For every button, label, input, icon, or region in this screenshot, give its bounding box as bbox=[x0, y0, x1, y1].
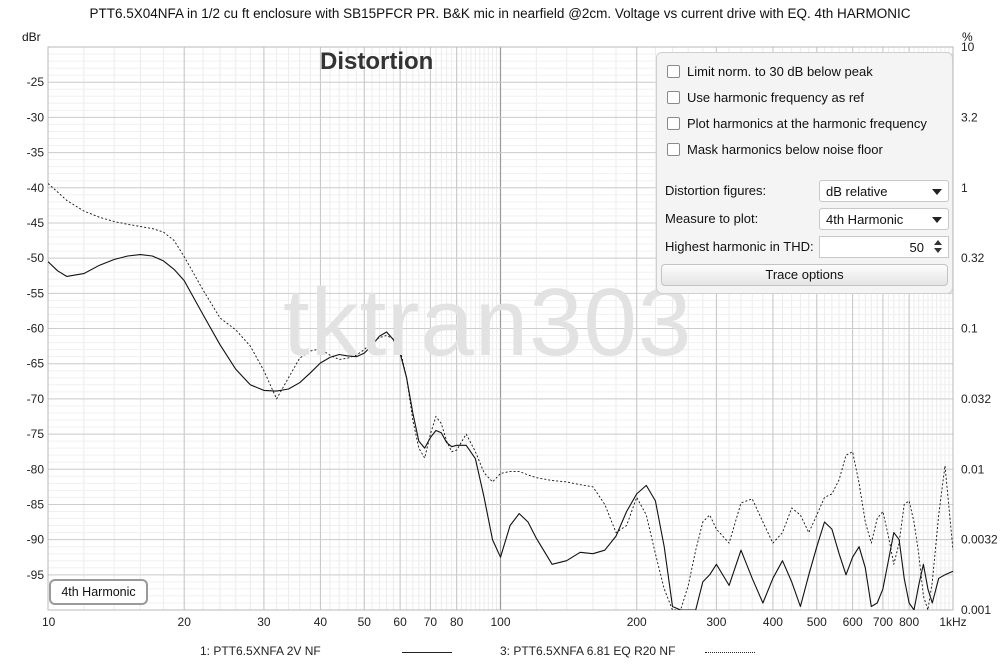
checkbox-harmonic-ref[interactable]: Use harmonic frequency as ref bbox=[667, 87, 864, 107]
x-tick-label: 70 bbox=[424, 615, 438, 629]
legend-item-1: 1: PTT6.5XNFA 2V NF bbox=[200, 644, 321, 658]
axis-ticks: -25 -30 -35 -40 -45 -50 -55 -60 -65 -70 -75 -80 -85 -… bbox=[27, 40, 998, 629]
x-tick-label: 700 bbox=[873, 615, 893, 629]
y-tick-label: -50 bbox=[27, 251, 45, 265]
x-tick-label: 40 bbox=[314, 615, 328, 629]
highest-harmonic-label: Highest harmonic in THD: bbox=[665, 239, 814, 254]
series-line-dotted bbox=[48, 183, 953, 610]
x-tick-label: 800 bbox=[899, 615, 919, 629]
x-tick-label: 200 bbox=[627, 615, 647, 629]
plot-title: Distortion bbox=[320, 48, 434, 75]
legend-item-3: 3: PTT6.5XNFA 6.81 EQ R20 NF bbox=[500, 644, 676, 658]
legend-line-solid bbox=[402, 652, 452, 653]
checkbox-label: Plot harmonics at the harmonic frequency bbox=[687, 115, 927, 131]
x-tick-label: 500 bbox=[807, 615, 827, 629]
x-tick-label: 50 bbox=[358, 615, 372, 629]
x-tick-label: 600 bbox=[843, 615, 863, 629]
x-tick-label: 400 bbox=[763, 615, 783, 629]
distortion-figures-select[interactable]: dB relative bbox=[819, 180, 949, 202]
plot-frame bbox=[47, 46, 954, 611]
y-tick-label: -35 bbox=[27, 146, 45, 160]
y-tick-label: -25 bbox=[27, 75, 45, 89]
checkbox-limit-norm[interactable]: Limit norm. to 30 dB below peak bbox=[667, 61, 873, 81]
chevron-down-icon bbox=[932, 189, 942, 195]
x-tick-label: 20 bbox=[178, 615, 192, 629]
y-tick-label: -45 bbox=[27, 216, 45, 230]
measure-row: Measure to plot: 4th Harmonic bbox=[665, 208, 949, 230]
checkbox-mask-noise[interactable]: Mask harmonics below noise floor bbox=[667, 139, 883, 159]
stepper-up-icon[interactable] bbox=[934, 240, 942, 245]
checkbox-box[interactable] bbox=[667, 142, 680, 156]
distortion-options-panel: Limit norm. to 30 dB below peak Use harm… bbox=[656, 52, 953, 294]
y-tick-label: -30 bbox=[27, 110, 45, 124]
y-tick-label: -85 bbox=[27, 497, 45, 511]
x-tick-label: 30 bbox=[257, 615, 271, 629]
stepper-arrows-icon[interactable] bbox=[932, 239, 944, 255]
distortion-figures-row: Distortion figures: dB relative bbox=[665, 180, 949, 202]
y2-tick-label: 0.32 bbox=[961, 251, 985, 265]
checkbox-box[interactable] bbox=[667, 64, 680, 78]
y2-tick-label: 0.001 bbox=[961, 603, 991, 617]
checkbox-box[interactable] bbox=[667, 116, 680, 130]
y-tick-label: -95 bbox=[27, 568, 45, 582]
measure-select[interactable]: 4th Harmonic bbox=[819, 208, 949, 230]
trace-options-button[interactable]: Trace options bbox=[661, 264, 948, 286]
legend-line-dotted bbox=[705, 652, 755, 653]
y2-tick-label: 3.2 bbox=[961, 110, 978, 124]
y-tick-label: -55 bbox=[27, 286, 45, 300]
y-tick-label: -60 bbox=[27, 322, 45, 336]
checkbox-box[interactable] bbox=[667, 90, 680, 104]
measure-value: 4th Harmonic bbox=[826, 212, 904, 227]
y-tick-label: -40 bbox=[27, 181, 45, 195]
highest-harmonic-value: 50 bbox=[909, 240, 924, 255]
y2-tick-label: 10 bbox=[961, 40, 975, 54]
x-tick-label: 100 bbox=[490, 615, 510, 629]
highest-harmonic-row: Highest harmonic in THD: 50 bbox=[665, 236, 949, 258]
chevron-down-icon bbox=[932, 217, 942, 223]
y-tick-label: -75 bbox=[27, 427, 45, 441]
x-tick-label: 10 bbox=[42, 615, 56, 629]
x-tick-label: 80 bbox=[450, 615, 464, 629]
y2-tick-label: 0.032 bbox=[961, 392, 991, 406]
x-tick-label: 1kHz bbox=[939, 615, 966, 629]
checkbox-label: Limit norm. to 30 dB below peak bbox=[687, 63, 873, 79]
series-line-solid bbox=[48, 254, 953, 610]
y2-tick-label: 0.01 bbox=[961, 462, 985, 476]
checkbox-plot-at-harmonic[interactable]: Plot harmonics at the harmonic frequency bbox=[667, 113, 927, 133]
measure-label: Measure to plot: bbox=[665, 211, 759, 226]
distortion-figures-label: Distortion figures: bbox=[665, 183, 767, 198]
y-tick-label: -70 bbox=[27, 392, 45, 406]
distortion-figures-value: dB relative bbox=[826, 184, 888, 199]
checkbox-label: Mask harmonics below noise floor bbox=[687, 141, 883, 157]
left-axis-unit: dBr bbox=[22, 30, 41, 44]
window-title: PTT6.5X04NFA in 1/2 cu ft enclosure with… bbox=[89, 6, 911, 21]
stepper-down-icon[interactable] bbox=[934, 248, 942, 253]
x-tick-label: 60 bbox=[393, 615, 407, 629]
plot-series bbox=[48, 183, 953, 610]
y2-tick-label: 0.0032 bbox=[961, 533, 998, 547]
y-tick-label: -80 bbox=[27, 462, 45, 476]
y-tick-label: -65 bbox=[27, 357, 45, 371]
right-axis-unit: % bbox=[962, 30, 973, 44]
highest-harmonic-stepper[interactable]: 50 bbox=[819, 236, 949, 258]
x-tick-label: 300 bbox=[706, 615, 726, 629]
y2-tick-label: 1 bbox=[961, 181, 968, 195]
measure-badge: 4th Harmonic bbox=[49, 579, 148, 605]
y2-tick-label: 0.1 bbox=[961, 322, 978, 336]
checkbox-label: Use harmonic frequency as ref bbox=[687, 89, 865, 105]
y-tick-label: -90 bbox=[27, 533, 45, 547]
